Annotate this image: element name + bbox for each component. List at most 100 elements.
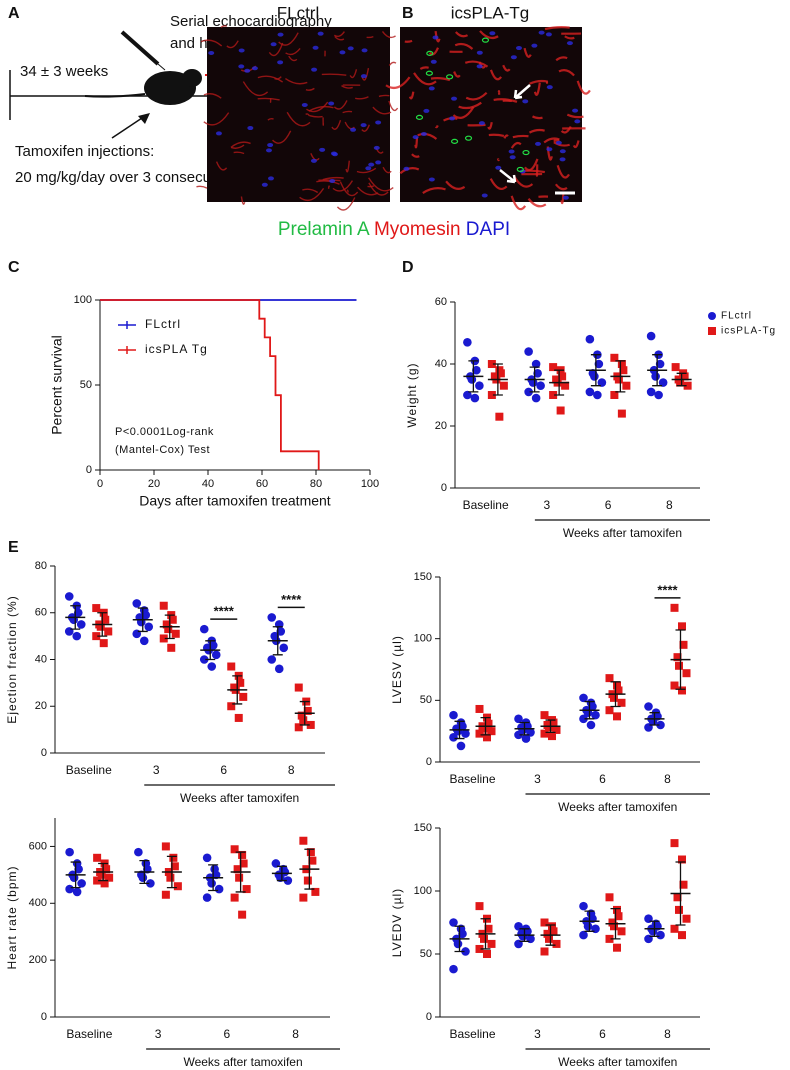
arrow: [499, 169, 517, 184]
sd-bar: [232, 675, 243, 705]
nucleus: [546, 85, 553, 90]
texture: [454, 42, 474, 50]
x-tick-label: 3: [534, 772, 541, 786]
sd-bar: [137, 607, 148, 633]
prelamin: [522, 149, 530, 156]
data-point: [676, 378, 685, 387]
nucleus: [277, 60, 284, 65]
texture: [230, 141, 251, 148]
data-point: [207, 879, 216, 888]
data-point: [495, 412, 504, 421]
data-point: [617, 927, 626, 936]
y-tick-label: 20: [435, 420, 447, 432]
texture: [305, 87, 315, 91]
data-point: [540, 918, 549, 927]
x-tick-label: 60: [256, 478, 268, 490]
x-axis-label: Weeks after tamoxifen: [558, 800, 677, 814]
data-point: [549, 391, 558, 399]
nucleus: [476, 64, 483, 69]
data-point: [552, 725, 561, 734]
y-tick-label: 200: [29, 954, 47, 966]
sd-bar: [276, 865, 287, 882]
data-point: [487, 939, 496, 948]
data-point: [670, 839, 679, 848]
data-point: [239, 859, 248, 868]
sd-bar: [615, 360, 626, 393]
nucleus: [572, 108, 579, 113]
nucleus: [319, 147, 326, 152]
micrographs: FLctrl icsPLA-Tg Prelamin A Myomesin DAP…: [196, 3, 591, 240]
texture: [309, 115, 323, 118]
data-point: [605, 674, 614, 683]
data-point: [297, 711, 306, 720]
nucleus: [546, 147, 553, 152]
nucleus: [267, 176, 274, 181]
y-tick-label: 20: [35, 700, 47, 712]
panel-label: A: [8, 5, 20, 22]
data-point: [531, 393, 541, 403]
data-point: [467, 375, 477, 384]
sd-bar: [480, 918, 491, 950]
data-point: [480, 934, 488, 943]
data-point: [593, 390, 602, 400]
data-point: [545, 723, 553, 732]
data-point: [549, 363, 558, 372]
sd-bar: [649, 712, 660, 726]
texture: [288, 55, 298, 62]
data-point: [161, 890, 170, 899]
nucleus: [510, 55, 517, 60]
x-axis-label: Weeks after tamoxifen: [183, 1055, 302, 1069]
texture: [503, 134, 509, 139]
texture: [272, 130, 292, 144]
data-point: [461, 729, 470, 738]
data-point: [227, 702, 236, 711]
texture: [285, 78, 308, 85]
texture: [510, 141, 522, 149]
texture: [382, 166, 392, 174]
x-tick-label: 8: [292, 1027, 299, 1041]
data-point: [470, 393, 480, 403]
texture: [240, 196, 246, 205]
texture: [411, 153, 420, 158]
y-axis-label: LVESV (µl): [390, 635, 404, 704]
texture: [333, 31, 345, 38]
data-point: [610, 391, 619, 399]
x-tick-label: 8: [664, 1027, 671, 1041]
data-point: [170, 862, 179, 871]
prelamin: [450, 138, 459, 144]
data-point: [579, 693, 588, 703]
nucleus: [373, 145, 380, 150]
data-point: [306, 848, 315, 857]
data-point: [622, 381, 631, 390]
data-point: [614, 686, 623, 695]
data-point: [679, 640, 688, 649]
x-tick-label: 3: [155, 1027, 162, 1041]
texture: [560, 192, 565, 205]
data-point: [276, 873, 285, 882]
data-point: [199, 655, 209, 664]
nucleus: [360, 123, 367, 128]
data-point: [299, 716, 308, 725]
texture: [302, 188, 319, 194]
nucleus: [412, 135, 419, 140]
texture: [203, 112, 230, 126]
data-point: [483, 733, 491, 742]
texture: [327, 185, 331, 189]
texture: [334, 35, 345, 41]
data-point: [656, 930, 665, 940]
x-tick-label: 6: [220, 763, 227, 777]
nucleus: [451, 96, 458, 101]
data-point: [594, 359, 604, 369]
data-point: [579, 930, 588, 940]
data-point: [590, 372, 599, 381]
data-point: [227, 662, 236, 671]
nucleus: [478, 121, 485, 126]
texture: [378, 94, 390, 98]
texture: [544, 26, 570, 31]
nucleus: [361, 48, 368, 53]
data-point: [168, 615, 177, 624]
nucleus: [538, 30, 545, 35]
data-point: [597, 378, 607, 387]
nucleus: [247, 126, 254, 131]
